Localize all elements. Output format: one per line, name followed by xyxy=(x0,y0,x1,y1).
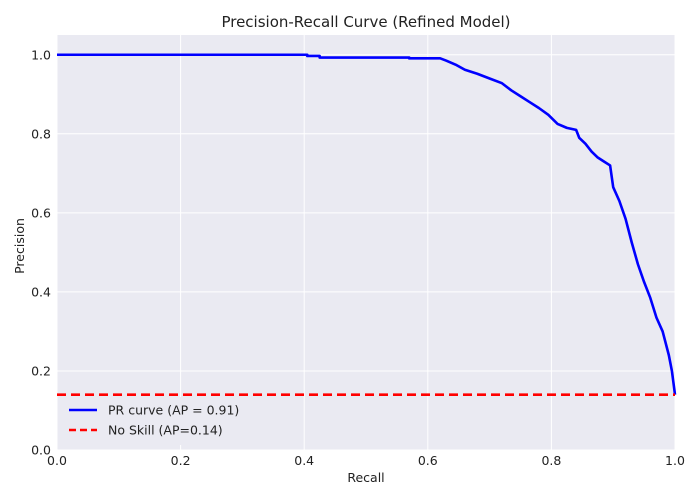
y-tick-label: 0.0 xyxy=(31,443,51,458)
y-axis-ticks: 0.0 0.2 0.4 0.6 0.8 1.0 xyxy=(31,47,51,457)
y-tick-label: 0.8 xyxy=(31,126,51,141)
y-axis-label: Precision xyxy=(12,218,27,274)
x-tick-label: 0.6 xyxy=(418,453,438,468)
x-axis-label: Recall xyxy=(347,470,384,485)
y-tick-label: 1.0 xyxy=(31,47,51,62)
x-tick-label: 1.0 xyxy=(665,453,685,468)
y-tick-label: 0.6 xyxy=(31,205,51,220)
y-tick-label: 0.2 xyxy=(31,363,51,378)
x-tick-label: 0.4 xyxy=(294,453,314,468)
y-tick-label: 0.4 xyxy=(31,284,51,299)
grid-lines xyxy=(56,35,676,451)
x-tick-label: 0.8 xyxy=(541,453,561,468)
series-layer xyxy=(57,53,677,396)
legend-box xyxy=(62,397,252,445)
pr-curve-line xyxy=(57,53,677,395)
legend-label-pr-curve: PR curve (AP = 0.91) xyxy=(108,403,239,418)
x-tick-label: 0.2 xyxy=(171,453,191,468)
plot-area xyxy=(57,35,675,450)
chart-title: Precision-Recall Curve (Refined Model) xyxy=(221,13,510,31)
x-tick-label: 0.0 xyxy=(47,453,67,468)
legend-label-no-skill: No Skill (AP=0.14) xyxy=(108,423,223,438)
legend: PR curve (AP = 0.91) No Skill (AP=0.14) xyxy=(62,397,252,445)
x-axis-ticks: 0.0 0.2 0.4 0.6 0.8 1.0 xyxy=(47,453,685,468)
